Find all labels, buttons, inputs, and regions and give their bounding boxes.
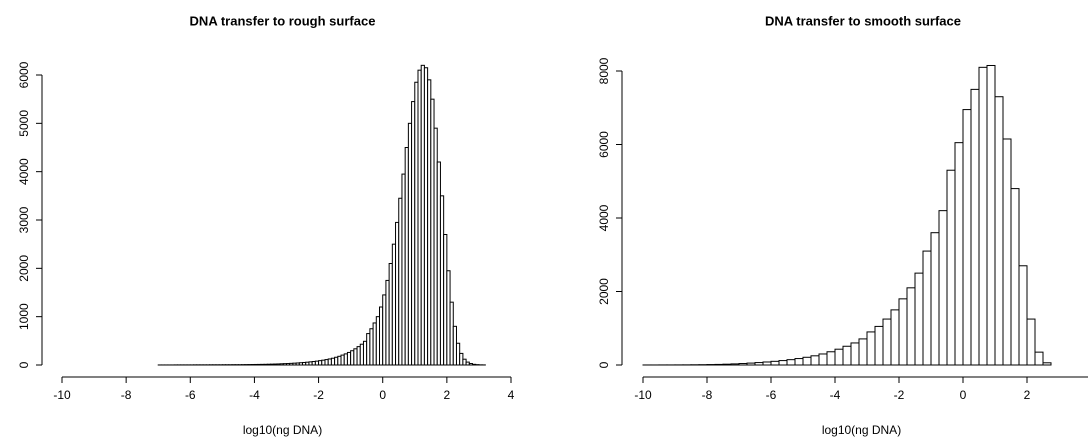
bar	[858, 338, 868, 366]
bar	[834, 348, 844, 366]
y-tick-label: 1000	[17, 303, 31, 330]
bar	[970, 88, 980, 366]
x-tick-label: -2	[313, 388, 324, 402]
bar	[994, 96, 1004, 366]
bar	[754, 362, 764, 366]
x-tick-label: -8	[121, 388, 132, 402]
bar	[866, 331, 876, 366]
bar	[746, 362, 756, 366]
chart-title: DNA transfer to rough surface	[190, 13, 376, 28]
bar	[850, 342, 860, 366]
y-tick-label: 6000	[597, 131, 611, 158]
x-tick-label: 2	[444, 388, 451, 402]
bar	[802, 356, 812, 366]
bar	[922, 250, 932, 366]
bar	[722, 363, 732, 366]
x-tick-label: -2	[894, 388, 905, 402]
bar	[762, 361, 772, 366]
bar	[874, 325, 884, 366]
x-axis-label: log10(ng DNA)	[822, 423, 901, 437]
x-tick-label: 2	[1024, 388, 1031, 402]
x-tick-label: -4	[249, 388, 260, 402]
x-tick-label: 4	[508, 388, 515, 402]
y-tick-label: 4000	[597, 204, 611, 231]
bar	[818, 353, 828, 366]
x-tick-label: -4	[830, 388, 841, 402]
bar	[898, 298, 908, 366]
y-tick-label: 8000	[597, 57, 611, 84]
y-tick-label: 2000	[597, 278, 611, 305]
bar	[826, 351, 836, 366]
y-tick-label: 5000	[17, 110, 31, 137]
bar	[794, 358, 804, 366]
y-tick-label: 0	[17, 361, 31, 368]
bar	[1026, 318, 1036, 366]
bar	[930, 232, 940, 366]
bar	[714, 363, 724, 366]
y-tick-label: 6000	[17, 61, 31, 88]
bar	[890, 309, 900, 366]
y-tick-label: 3000	[17, 206, 31, 233]
bar	[1018, 265, 1028, 366]
x-axis-label: log10(ng DNA)	[243, 423, 322, 437]
bar	[954, 142, 964, 366]
y-tick-label: 0	[597, 361, 611, 368]
bar	[882, 318, 892, 366]
bar	[946, 169, 956, 366]
x-tick-label: 0	[960, 388, 967, 402]
bar	[786, 359, 796, 366]
y-tick-label: 4000	[17, 158, 31, 185]
bar	[978, 66, 988, 366]
x-tick-label: -10	[634, 388, 652, 402]
chart-title: DNA transfer to smooth surface	[765, 13, 961, 28]
bar	[738, 363, 748, 366]
bar	[1034, 351, 1044, 366]
x-tick-label: -10	[53, 388, 71, 402]
bar	[1010, 188, 1020, 366]
bar	[770, 360, 780, 366]
bar	[962, 109, 972, 366]
y-tick-label: 2000	[17, 255, 31, 282]
x-tick-label: -8	[702, 388, 713, 402]
bar	[1002, 138, 1012, 366]
bar	[938, 210, 948, 366]
bar	[730, 363, 740, 366]
bar	[1042, 362, 1052, 366]
x-tick-label: 0	[379, 388, 386, 402]
bar	[842, 345, 852, 366]
bar	[914, 272, 924, 366]
bar	[906, 287, 916, 366]
bar	[986, 64, 996, 366]
bar	[778, 360, 788, 366]
bar	[810, 355, 820, 366]
x-tick-label: -6	[185, 388, 196, 402]
x-tick-label: -6	[766, 388, 777, 402]
